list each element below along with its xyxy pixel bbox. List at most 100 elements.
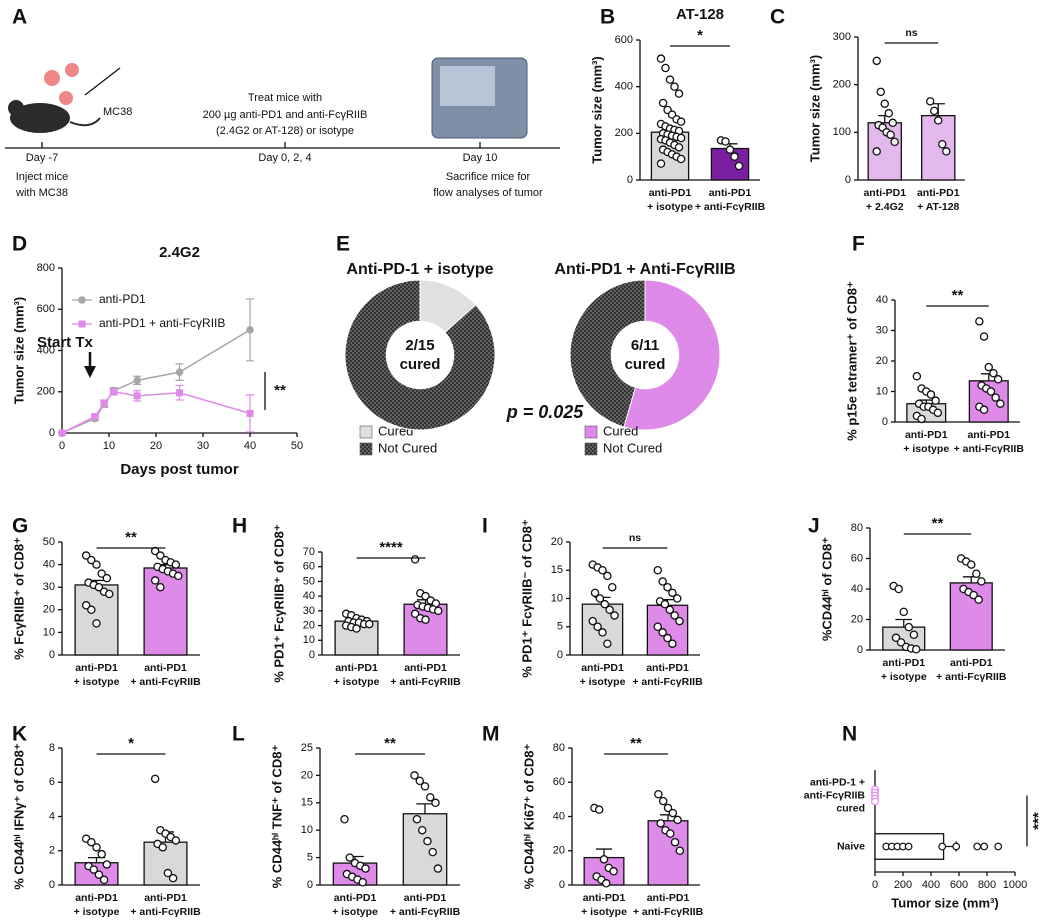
data-point [952, 842, 961, 851]
data-point [909, 630, 919, 640]
syringe-icon [84, 67, 121, 96]
y-axis-label: Tumor size (mm³) [807, 55, 822, 162]
data-point [599, 855, 609, 864]
data-point [176, 389, 183, 397]
panel-label: J [808, 515, 820, 538]
significance-label: ** [274, 382, 286, 399]
legend-swatch [584, 425, 598, 439]
data-point [423, 836, 432, 846]
data-point [133, 376, 141, 385]
mouse-icon [8, 100, 24, 116]
bar [921, 115, 956, 181]
category-label: anti-PD1 [75, 662, 118, 674]
category-label: anti-PD1 [583, 892, 626, 904]
data-point [974, 595, 983, 604]
data-point [653, 566, 663, 575]
step-note: (2.4G2 or AT-128) or isotype [216, 125, 354, 137]
category-label: anti-PD1 [404, 892, 447, 904]
y-tick-label: 40 [876, 294, 888, 306]
data-point [670, 611, 679, 620]
data-point [58, 429, 66, 437]
y-axis-label: % CD44ʰⁱ Ki67⁺ of CD8⁺ [521, 743, 536, 889]
data-point [133, 392, 141, 400]
step-note: flow analyses of tumor [433, 187, 543, 199]
data-point [656, 54, 666, 63]
category-label: + 2.4G2 [866, 201, 904, 213]
data-point [94, 582, 104, 592]
y-tick-label: 5 [557, 621, 563, 633]
data-point [989, 368, 998, 378]
error-bar [87, 856, 106, 863]
category-label: + AT-128 [917, 201, 959, 213]
data-point [593, 622, 602, 632]
category-label: + anti-FcγRIIB [695, 201, 766, 213]
data-point [911, 644, 921, 654]
legend-marker [78, 320, 86, 328]
data-point [656, 819, 665, 828]
data-point [984, 362, 994, 372]
data-point [89, 865, 98, 874]
data-point [886, 130, 895, 139]
data-point [603, 571, 612, 581]
center-label: cured [400, 356, 441, 373]
y-tick-label: 300 [833, 31, 851, 43]
data-point [156, 551, 165, 560]
y-tick-label: 5 [307, 852, 313, 864]
data-point [100, 399, 108, 407]
data-point [872, 56, 881, 66]
category-label: anti-PD1 [649, 187, 692, 199]
category-label: + anti-FcγRIIB [632, 676, 703, 688]
y-tick-label: 40 [303, 590, 315, 602]
legend-label: anti-PD1 [99, 292, 146, 306]
category-label: + isotype [581, 906, 627, 918]
x-tick-label: 50 [291, 440, 303, 452]
data-point [594, 805, 604, 814]
data-point [675, 846, 685, 856]
significance-label: ** [630, 735, 642, 752]
y-tick-label: 10 [551, 592, 563, 604]
data-point [174, 571, 183, 581]
data-point [676, 117, 686, 126]
x-tick-label: 0 [59, 440, 65, 452]
data-point [663, 633, 672, 643]
data-point [610, 611, 619, 620]
category-label: + anti-FcγRIIB [390, 906, 461, 918]
center-label: cured [625, 356, 666, 373]
data-point [99, 875, 109, 885]
schematic: A MC38 Day -7 Inject mice with MC38 Day … [5, 6, 560, 199]
x-tick-label: 10 [103, 440, 115, 452]
category-label: + anti-FcγRIIB [130, 906, 201, 918]
data-point [410, 555, 420, 564]
data-point [670, 837, 680, 847]
y-tick-label: 2 [49, 845, 55, 857]
data-point [87, 555, 96, 565]
category-label: anti-PD1 [581, 662, 624, 674]
y-tick-label: 20 [876, 355, 888, 367]
category-label: + anti-FcγRIIB [130, 676, 201, 688]
data-point [105, 589, 114, 599]
data-point [979, 332, 989, 341]
y-tick-label: 15 [551, 564, 563, 576]
data-point [668, 808, 678, 818]
y-tick-label: 20 [303, 619, 315, 631]
data-point [668, 588, 677, 598]
data-point [433, 864, 443, 873]
y-tick-label: 0 [559, 879, 565, 891]
data-point [97, 569, 106, 578]
data-point [410, 609, 420, 619]
error-bar [895, 618, 913, 628]
y-tick-label: 0 [49, 427, 55, 439]
data-point [904, 622, 914, 632]
significance-label: * [697, 27, 703, 44]
panel-label: B [600, 6, 615, 29]
legend-swatch [584, 442, 598, 456]
y-tick-label: 50 [303, 575, 315, 587]
y-axis-label: Tumor size (mm³) [11, 297, 26, 404]
data-point [926, 390, 936, 399]
y-tick-label: 60 [553, 776, 565, 788]
x-axis-label: Tumor size (mm³) [891, 895, 998, 910]
y-tick-label: 200 [615, 127, 633, 139]
data-point [590, 588, 600, 598]
data-point [917, 414, 926, 424]
